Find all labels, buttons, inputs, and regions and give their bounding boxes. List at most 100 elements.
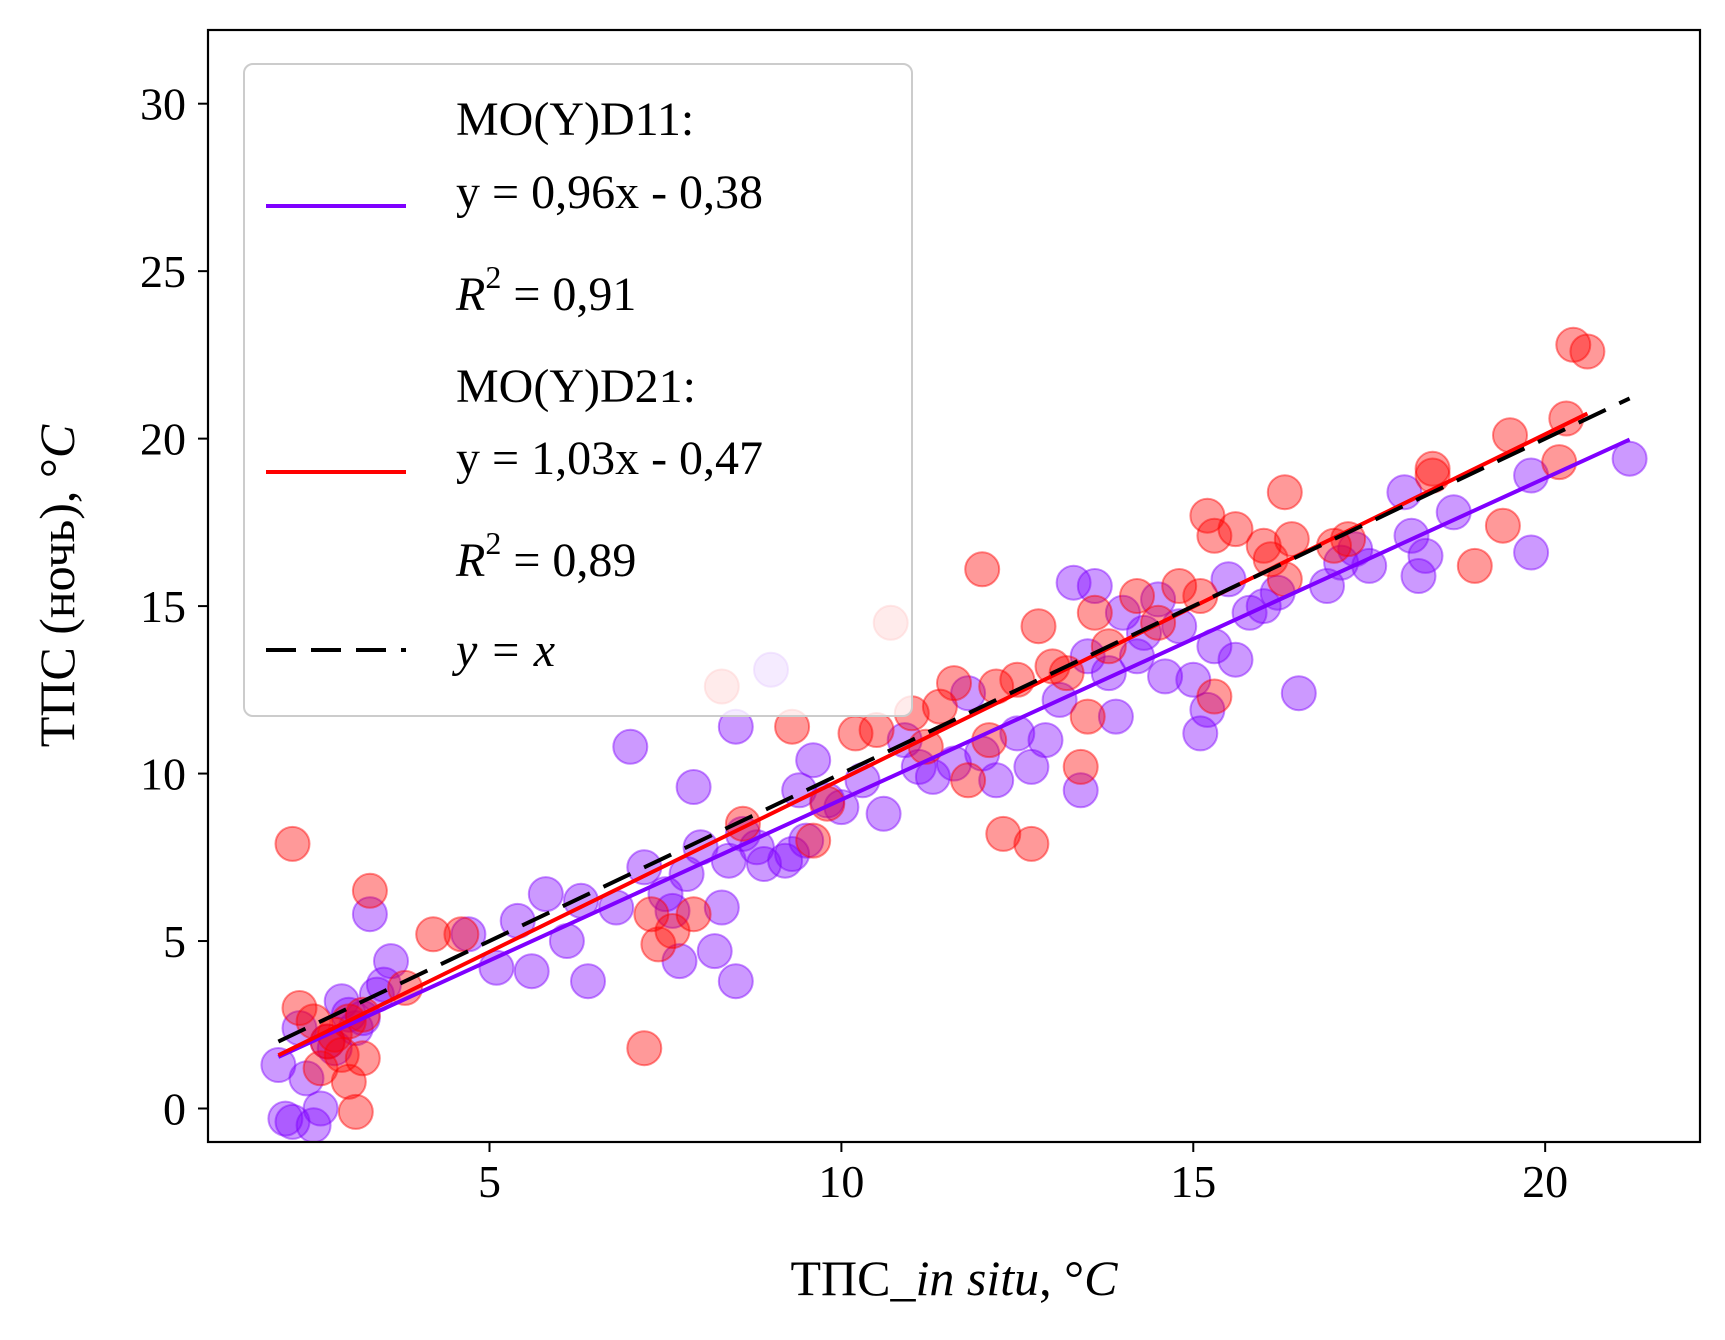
data-point [351,896,388,933]
legend-fit-modyd21: y = 1,03x - 0,47 [456,432,763,485]
data-point [675,769,712,805]
data-point [1414,450,1451,487]
y-tick-label: 25 [140,246,186,297]
data-point [1027,722,1064,759]
data-point [795,822,832,859]
y-axis-label-unit: C [29,424,85,458]
x-axis-label-italic: in situ [916,1250,1040,1306]
data-point [1104,594,1141,631]
data-point [1217,511,1254,548]
data-point [323,1036,360,1073]
data-point [1245,527,1282,564]
data-point [1020,608,1057,645]
data-point [1175,661,1212,698]
y-tick-label: 15 [140,581,186,632]
legend-fit-modyd11: y = 0,96x - 0,38 [456,166,763,219]
data-point [774,836,811,872]
y-tick-label: 10 [140,749,186,800]
data-point [1484,507,1521,544]
legend-box [243,63,913,717]
legend-label-modyd11: MO(Y)D11: [456,93,694,146]
data-point [260,1047,297,1083]
data-point [323,983,360,1020]
axis-ticks: 5 10 15 20 0 5 10 15 20 25 30 [140,79,1568,1207]
y-tick-label: 30 [140,79,186,130]
legend-r2-value: = 0,91 [501,268,636,321]
data-point [703,889,740,926]
fit-line-1 [277,411,1589,1058]
data-point [1097,698,1134,735]
data-point [1273,521,1310,558]
data-point [351,872,388,909]
legend-r2-sup: 2 [485,525,501,561]
x-tick-label: 5 [478,1156,501,1207]
data-point [1407,537,1444,574]
data-point [767,842,804,879]
legend-r2-modyd11: R2 = 0,91 [455,259,636,321]
data-point [267,1100,304,1137]
data-point [1456,547,1493,584]
data-point [1069,698,1106,735]
identity-line [277,396,1631,1044]
data-point [302,1050,339,1087]
data-point [654,913,691,949]
data-point [274,1103,311,1140]
data-point [985,815,1022,852]
data-point [1161,568,1198,604]
legend-r2-value: = 0,89 [501,534,636,587]
data-point [1400,558,1437,594]
y-tick-label: 20 [140,414,186,465]
data-point [527,876,564,913]
x-axis-label-prefix: ТПС_ [791,1250,917,1306]
data-point [1140,581,1177,618]
data-point [281,990,318,1026]
data-point [746,846,782,882]
data-point [330,1063,367,1100]
data-point [626,1030,663,1067]
data-point [788,822,825,859]
data-point [1147,658,1184,695]
fit-line-0 [277,437,1631,1059]
data-point [443,916,480,953]
data-point [950,675,987,712]
x-tick-label: 10 [818,1156,864,1207]
x-axis-label: ТПС_in situ, °C [791,1250,1119,1306]
data-point [1196,678,1233,715]
data-point [1013,825,1050,862]
data-point [661,943,698,980]
data-point [865,795,902,832]
plot-frame [206,28,1702,1144]
data-point [1182,715,1219,752]
data-point [612,728,649,765]
data-point [1055,564,1092,601]
data-point [675,896,712,933]
data-point [795,742,832,779]
data-point [964,551,1001,588]
data-point [450,916,487,953]
data-point [1189,497,1226,534]
data-point [1062,748,1099,785]
data-point [858,712,895,748]
data-point [921,688,958,725]
legend-r2-symbol: R [455,268,485,321]
data-point [1266,474,1303,511]
legend-label-identity: y = x [451,624,555,677]
x-tick-label: 15 [1170,1156,1216,1207]
data-point [288,1060,325,1097]
x-tick-label: 20 [1522,1156,1568,1207]
data-point [654,892,691,929]
data-point [513,953,550,990]
data-point [274,825,311,862]
legend-r2-symbol: R [455,534,485,587]
data-point [1076,594,1113,631]
data-point [337,1093,374,1130]
data-point [344,1040,381,1077]
data-point [717,963,754,1000]
data-point [907,728,944,765]
y-tick-label: 5 [163,916,186,967]
data-point [1217,641,1254,678]
data-point [1513,534,1550,571]
data-point [1119,578,1155,614]
x-axis-label-unit: C [1084,1250,1118,1306]
